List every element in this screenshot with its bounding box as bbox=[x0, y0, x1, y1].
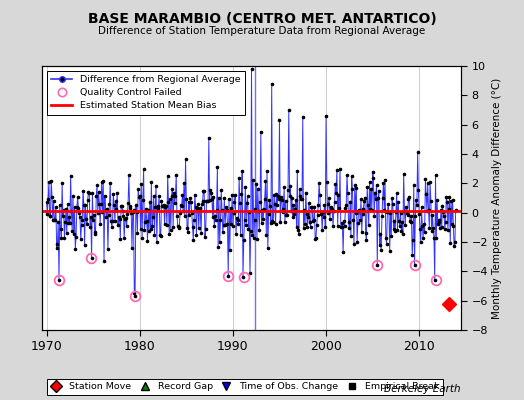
Text: BASE MARAMBIO (CENTRO MET. ANTARTICO): BASE MARAMBIO (CENTRO MET. ANTARTICO) bbox=[88, 12, 436, 26]
Text: Berkeley Earth: Berkeley Earth bbox=[385, 384, 461, 394]
Y-axis label: Monthly Temperature Anomaly Difference (°C): Monthly Temperature Anomaly Difference (… bbox=[492, 77, 502, 319]
Text: Difference of Station Temperature Data from Regional Average: Difference of Station Temperature Data f… bbox=[99, 26, 425, 36]
Legend: Station Move, Record Gap, Time of Obs. Change, Empirical Break: Station Move, Record Gap, Time of Obs. C… bbox=[47, 379, 443, 395]
